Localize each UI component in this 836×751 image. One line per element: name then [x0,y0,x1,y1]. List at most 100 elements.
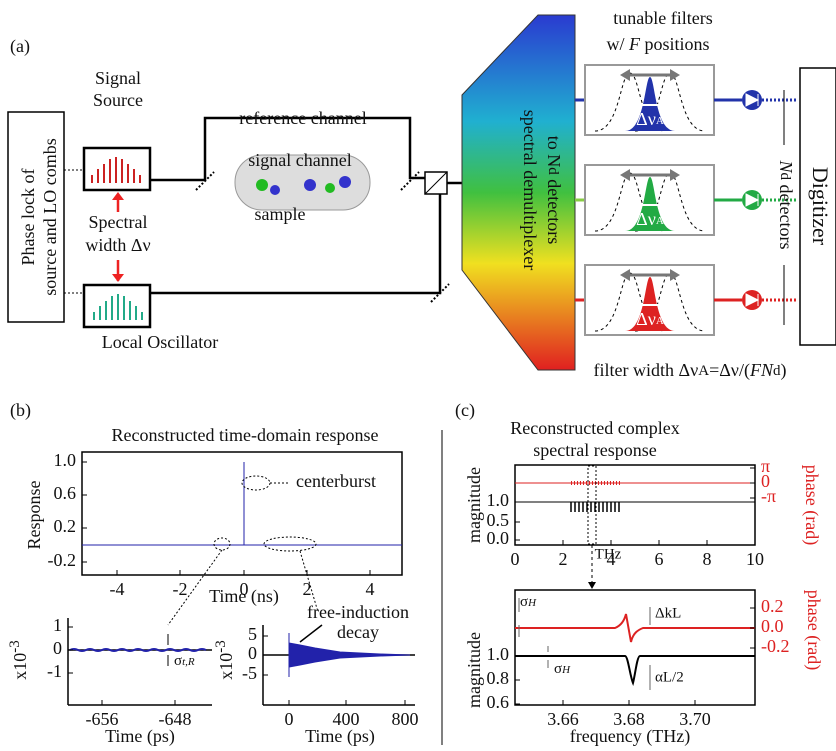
y-label: Response [24,480,44,549]
sigma: σt,R [174,653,195,669]
x-tick-label: -656 [86,709,119,729]
filter-label: Δν [636,209,656,229]
mag-trace [571,502,619,512]
plot-frame [515,465,755,545]
y-tick-label: -5 [242,663,257,683]
x-tick-label: 3.66 [547,709,579,729]
x-tick-label: 400 [333,709,360,729]
callout [214,538,230,550]
y-tick-label: 1.0 [54,450,77,470]
scale: x10-3 [7,640,30,680]
local-oscillator: Local Oscillator [102,332,218,352]
x-tick-label: -2 [173,579,188,599]
y-tick-label: 0.0 [487,528,510,548]
filter-width: filter width ΔνA=Δν/(FNd) [594,360,787,381]
filters-title: w/ F positions [606,34,709,54]
x-tick-label: 0 [285,709,294,729]
filter-label: A [656,215,664,227]
callout [264,537,316,551]
phase-lock: Phase lock of [18,169,38,266]
sample: sample [255,204,306,224]
demux-label: spectral demultiplexer [520,110,540,270]
title: Reconstructed complex [510,418,679,438]
annotation: free-induction [307,602,409,622]
label: (c) [455,400,475,421]
y2-label: phase (rad) [801,465,822,545]
callout [242,476,270,490]
y-tick-label: -1 [47,661,62,681]
y-tick-label: -0.2 [761,636,790,656]
y-tick-label: 0.2 [54,516,77,536]
y-tick-label: 1.0 [487,490,510,510]
panel-a: (a) Phase lock of source and LO combs Si… [8,8,836,381]
arrow [300,625,322,642]
y2-label: phase (rad) [803,590,824,670]
detectors-label: Nd detectors [776,160,796,250]
x-label: frequency (THz) [570,726,690,747]
x-tick-label: 10 [746,549,764,569]
scale: x10-3 [213,640,236,680]
title: spectral response [533,440,656,460]
dk: ΔkL [655,605,681,621]
phase-trace [515,614,755,642]
y-tick-label: 0.8 [487,668,510,688]
x-tick-label: 0 [511,549,520,569]
panel-b: (b) Reconstructed time-domain response R… [7,400,418,747]
filter-label: Δν [636,109,656,129]
zoom-arrow [588,582,596,589]
label: (b) [10,400,31,421]
spectral-width: Spectral [89,212,148,232]
y-tick-label: 0.2 [761,596,784,616]
x-tick-label: 3.70 [679,709,711,729]
reference-channel: reference channel [239,108,366,128]
y-tick-label: 0 [248,643,257,663]
alpha: αL/2 [655,669,684,685]
x-tick-label: 2 [303,579,312,599]
mag-trace [515,656,755,683]
x-tick-label: 3.68 [613,709,645,729]
x-tick-label: 800 [392,709,419,729]
x-tick-label: 8 [703,549,712,569]
y-label: magnitude [464,467,484,543]
x-tick-label: -4 [110,579,125,599]
signal-source: Signal [95,68,141,88]
signal-channel: signal channel [248,150,351,170]
label: (a) [10,36,30,57]
x-label: Time (ns) [209,586,279,607]
y-tick-label: -π [761,486,776,506]
y-tick-label: 0 [53,638,62,658]
figure: (a) Phase lock of source and LO combs Si… [0,0,836,751]
y-tick-label: 0.5 [487,510,510,530]
filter-label: A [656,115,664,127]
spectral-width: width Δν [85,235,150,255]
x-label: Time (ps) [305,726,375,747]
sigma: σH [520,594,537,610]
sigma: σH [554,661,571,677]
y-tick-label: 5 [248,624,257,644]
y-tick-label: 0.0 [761,616,784,636]
demux-label: to Nd detectors [544,136,564,244]
y-label: magnitude [464,632,484,708]
phase-lock: source and LO combs [40,138,60,295]
y-tick-label: 0.6 [54,483,77,503]
x-tick-label: 2 [559,549,568,569]
links [64,170,84,293]
x-tick-label: -648 [159,709,192,729]
y-tick-label: 1 [53,615,62,635]
panel-c: (c) Reconstructed complex spectral respo… [442,400,824,747]
x-tick-label: 4 [366,579,375,599]
title: Reconstructed time-domain response [112,425,379,445]
digitizer: Digitizer [808,167,833,246]
x-label: Time (ps) [105,726,175,747]
annotation: decay [337,622,379,642]
y-tick-label: 1.0 [487,644,510,664]
signal-source: Source [93,90,143,110]
centerburst: centerburst [296,471,376,491]
filters-title: tunable filters [613,8,712,28]
x-tick-label: 6 [655,549,664,569]
y-tick-label: -0.2 [48,550,77,570]
filter-label: Δν [636,309,656,329]
y-tick-label: 0.6 [487,692,510,712]
